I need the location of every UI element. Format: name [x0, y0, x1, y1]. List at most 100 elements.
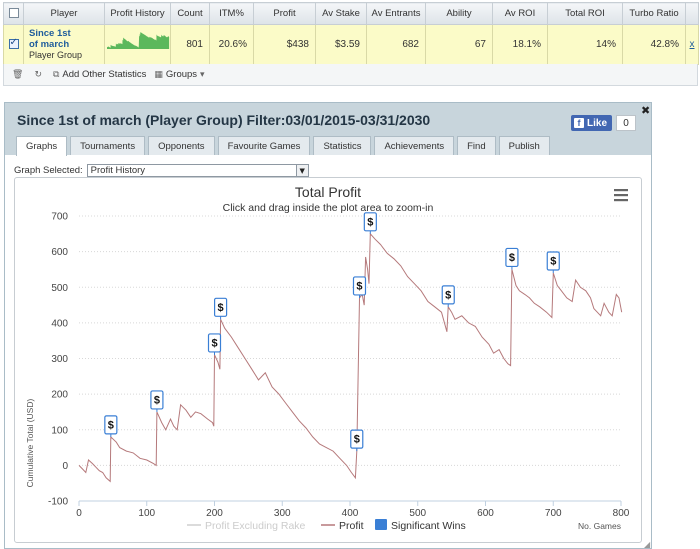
column-header-profit-history[interactable]: Profit History — [104, 2, 171, 25]
marker-label: $ — [509, 252, 515, 264]
significant-win-markers: $ $ $ $ $ $ $ $ $ $ — [104, 212, 560, 452]
facebook-like-button[interactable]: f Like — [571, 115, 613, 131]
profit-chart[interactable]: -100 0 100 200 300 400 500 600 700 0 100 200 300 400 5… — [15, 178, 641, 542]
stats-table: Player Profit History Count ITM% Profit … — [3, 2, 699, 65]
chart-gridlines — [79, 215, 621, 502]
delete-icon[interactable]: 🗑 — [12, 69, 24, 80]
close-icon[interactable]: ✖ — [641, 104, 651, 117]
y-tick-label: 200 — [51, 390, 68, 401]
column-header-av-roi[interactable]: Av ROI — [492, 2, 548, 25]
player-name-line1[interactable]: Since 1st — [29, 28, 71, 39]
tab-statistics[interactable]: Statistics — [313, 136, 372, 155]
significant-win-marker[interactable]: $ — [213, 297, 228, 320]
itm-cell: 20.6% — [209, 24, 254, 65]
remove-row-link[interactable]: x — [689, 39, 695, 50]
select-all-checkbox[interactable] — [8, 8, 19, 19]
player-group-panel: Since 1st of march (Player Group) Filter… — [4, 102, 652, 549]
chevron-down-icon: ▾ — [200, 69, 205, 80]
y-axis-label: Cumulative Total (USD) — [25, 399, 35, 488]
x-tick-label: 700 — [545, 508, 562, 519]
tab-publish[interactable]: Publish — [498, 136, 550, 155]
column-header-av-entrants[interactable]: Av Entrants — [366, 2, 426, 25]
column-header-profit[interactable]: Profit — [253, 2, 316, 25]
column-header-total-roi[interactable]: Total ROI — [547, 2, 623, 25]
chart-legend: Profit Excluding Rake Profit Significant… — [187, 519, 466, 532]
marker-label: $ — [218, 302, 224, 314]
column-header-turbo-ratio[interactable]: Turbo Ratio — [622, 2, 686, 25]
tab-find[interactable]: Find — [457, 136, 496, 155]
tab-opponents[interactable]: Opponents — [148, 136, 215, 155]
x-tick-label: 200 — [206, 508, 223, 519]
y-tick-label: 0 — [62, 461, 68, 472]
table-row[interactable]: Since 1st of march Player Group 801 20.6… — [3, 24, 699, 65]
significant-win-marker[interactable]: $ — [352, 276, 367, 298]
column-header-count[interactable]: Count — [170, 2, 210, 25]
refresh-icon[interactable]: ↻ — [34, 69, 42, 80]
significant-win-marker[interactable]: $ — [363, 212, 377, 234]
column-header-ability[interactable]: Ability — [425, 2, 493, 25]
count-cell: 801 — [170, 24, 210, 65]
marker-label: $ — [356, 280, 362, 292]
turbo-ratio-cell: 42.8% — [622, 24, 686, 65]
row-checkbox[interactable] — [8, 37, 19, 50]
facebook-like-label: Like — [587, 117, 608, 129]
panel-tabs: Graphs Tournaments Opponents Favourite G… — [16, 136, 553, 156]
significant-win-marker[interactable]: $ — [505, 247, 519, 270]
marker-label: $ — [445, 289, 451, 301]
graph-select-row: Graph Selected: Profit History ▼ — [14, 164, 309, 177]
tab-graphs[interactable]: Graphs — [16, 136, 68, 156]
row-select-cell[interactable] — [3, 24, 24, 65]
player-name-line2[interactable]: of march — [29, 39, 70, 50]
column-header-av-stake[interactable]: Av Stake — [315, 2, 367, 25]
significant-win-marker[interactable]: $ — [546, 251, 560, 273]
significant-win-marker[interactable]: $ — [441, 285, 455, 307]
chart-container[interactable]: -100 0 100 200 300 400 500 600 700 0 100 200 300 400 5… — [14, 177, 642, 543]
y-tick-label: 600 — [51, 247, 68, 258]
legend-swatch-significant-wins — [375, 519, 387, 530]
significant-win-marker[interactable]: $ — [207, 333, 222, 355]
x-tick-label: 500 — [409, 508, 426, 519]
y-tick-label: -100 — [48, 497, 68, 508]
x-tick-label: 300 — [274, 508, 291, 519]
marker-label: $ — [108, 419, 114, 431]
legend-item-excluding-rake[interactable]: Profit Excluding Rake — [187, 520, 306, 532]
marker-label: $ — [367, 216, 373, 228]
y-tick-label: 100 — [51, 425, 68, 436]
panel-title: Since 1st of march (Player Group) Filter… — [17, 112, 431, 128]
significant-win-marker[interactable]: $ — [350, 429, 364, 452]
significant-win-marker[interactable]: $ — [104, 415, 118, 437]
chart-menu-icon[interactable] — [614, 189, 628, 202]
player-cell[interactable]: Since 1st of march Player Group — [23, 24, 105, 65]
y-tick-label: 500 — [51, 283, 68, 294]
significant-win-marker[interactable]: $ — [150, 390, 164, 412]
x-tick-label: 800 — [613, 508, 630, 519]
groups-label: Groups — [165, 69, 198, 80]
remove-row-cell[interactable]: x — [685, 24, 699, 65]
groups-icon: ▦ — [154, 69, 163, 80]
column-header-player[interactable]: Player — [23, 2, 105, 25]
tab-tournaments[interactable]: Tournaments — [70, 136, 146, 155]
resize-grip-icon[interactable]: ◢ — [644, 540, 651, 549]
legend-label-excluding-rake: Profit Excluding Rake — [205, 520, 306, 532]
stats-panel: Player Profit History Count ITM% Profit … — [0, 0, 700, 86]
add-other-statistics-label: Add Other Statistics — [62, 69, 147, 80]
add-other-statistics-button[interactable]: ⧉ Add Other Statistics — [53, 69, 146, 80]
sparkline-area — [106, 32, 169, 49]
facebook-icon: f — [574, 118, 584, 128]
x-tick-label: 400 — [342, 508, 359, 519]
ability-cell: 67 — [425, 24, 493, 65]
y-tick-label: 400 — [51, 318, 68, 329]
column-header-itm[interactable]: ITM% — [209, 2, 254, 25]
tab-favourite-games[interactable]: Favourite Games — [217, 136, 311, 155]
total-roi-cell: 14% — [547, 24, 623, 65]
groups-dropdown[interactable]: ▦ Groups ▾ — [154, 69, 207, 80]
panel-header: Since 1st of march (Player Group) Filter… — [5, 103, 651, 156]
graph-select-value: Profit History — [90, 165, 146, 176]
select-all-header[interactable] — [3, 2, 24, 25]
graph-select-dropdown[interactable]: Profit History ▼ — [86, 164, 309, 177]
table-header-row: Player Profit History Count ITM% Profit … — [3, 2, 699, 25]
legend-item-profit[interactable]: Profit — [321, 520, 364, 532]
legend-label-profit: Profit — [339, 520, 364, 532]
legend-item-significant-wins[interactable]: Significant Wins — [375, 519, 466, 532]
tab-achievements[interactable]: Achievements — [374, 136, 455, 155]
